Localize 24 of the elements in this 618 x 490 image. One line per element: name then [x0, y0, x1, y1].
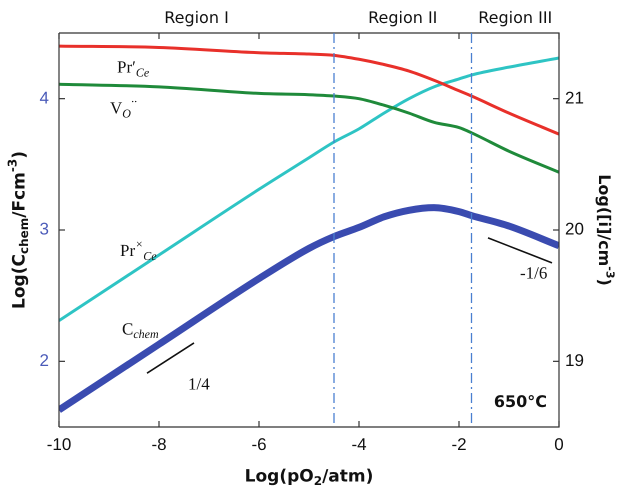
annotation: Pr×Ce [120, 236, 158, 263]
line-series [59, 56, 559, 322]
y-tick-label: 4 [40, 88, 49, 108]
x-tick-label: -4 [351, 434, 367, 454]
x-tick-label: -2 [451, 434, 467, 454]
x-tick-label: -10 [46, 434, 72, 454]
y-tick-label: 2 [40, 351, 49, 370]
y2-tick-label: 19 [565, 351, 584, 370]
annotation: 1/4 [188, 374, 210, 394]
annotation: -1/6 [520, 263, 548, 282]
text: Region III [478, 8, 552, 28]
y-axis-title: Log(Cchem/Fcm-3) [5, 151, 32, 309]
x-tick-label: -8 [151, 434, 167, 454]
annotation: 650°C [494, 392, 547, 412]
x-tick-label: -6 [251, 434, 267, 454]
y2-tick-label: 20 [565, 220, 584, 239]
line-series [59, 82, 559, 174]
text: Region I [164, 8, 229, 28]
y-tick-label: 3 [40, 220, 49, 239]
y2-tick-label: 21 [565, 88, 584, 108]
y2-axis-title: Log([i]/cm-3) [594, 174, 617, 286]
line-series [59, 44, 559, 136]
text: Region II [368, 8, 438, 28]
x-tick-label: 0 [554, 434, 564, 454]
